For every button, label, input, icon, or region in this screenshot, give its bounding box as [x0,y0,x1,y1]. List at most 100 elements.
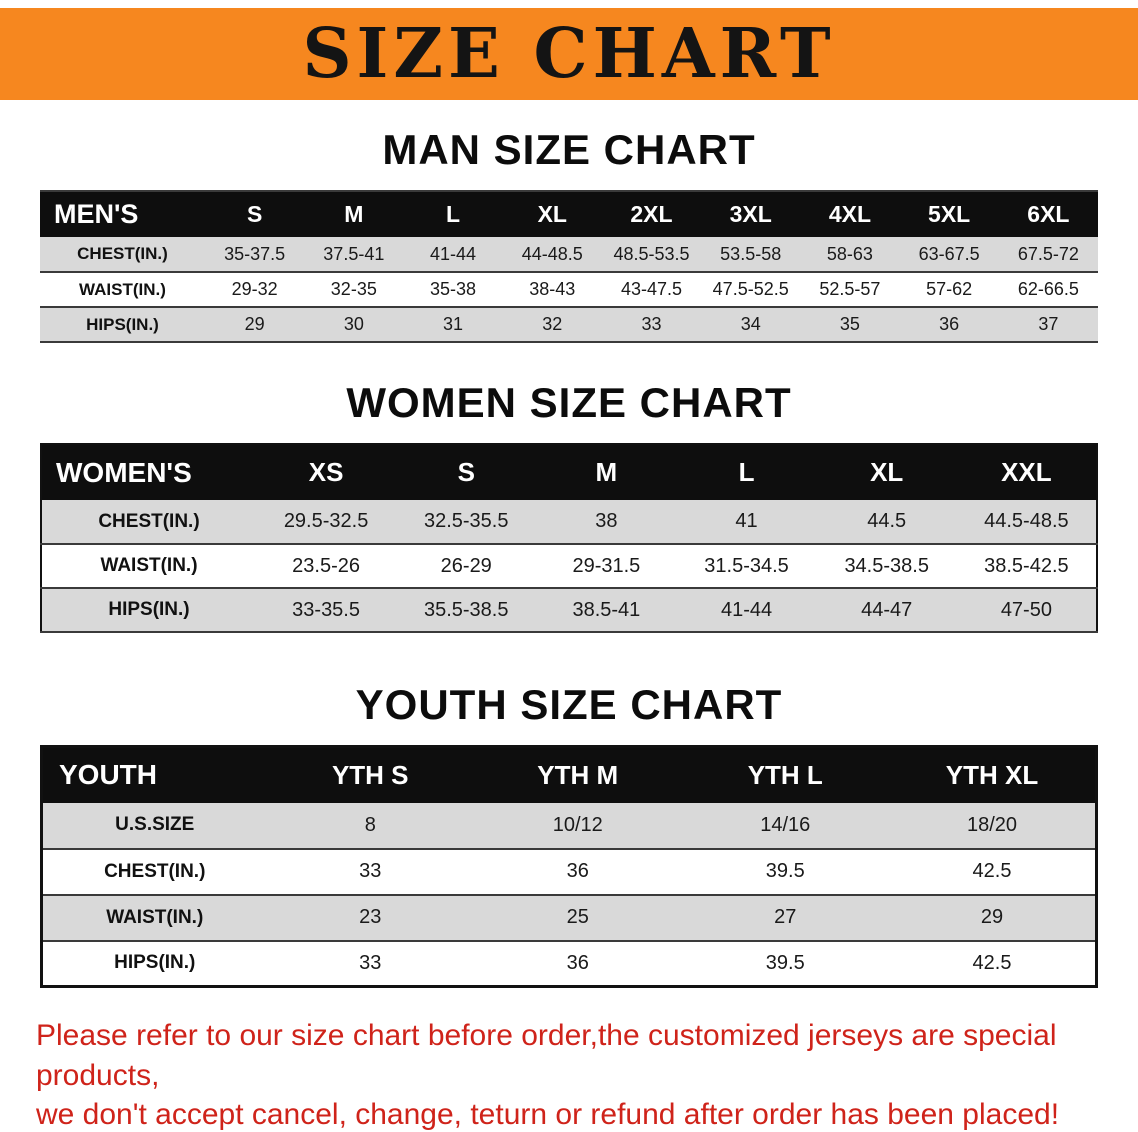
table-row: CHEST(IN.) 33 36 39.5 42.5 [41,848,1097,895]
table-row: U.S.SIZE 8 10/12 14/16 18/20 [41,802,1097,849]
value-cell: 57-62 [926,279,973,299]
column-header-cell: XL [502,191,602,237]
value-cell: 44-48.5 [521,243,583,264]
value-cell: 35-37.5 [224,243,286,264]
value-cell: 41-44 [430,243,477,264]
table-row: CHEST(IN.) 35-37.5 37.5-41 41-44 44-48.5 48.5… [40,237,1098,272]
value-cell: 35.5-38.5 [423,598,509,621]
column-header-cell: XL [816,444,957,500]
value-cell: 35-38 [430,279,477,299]
table-title-cell: MEN'S [40,191,205,237]
row-label-cell: CHEST(IN.) [98,510,200,532]
column-header-cell: YTH S [266,746,474,803]
value-cell: 30 [343,314,364,334]
value-cell: 33-35.5 [292,598,360,621]
value-cell: 29 [980,906,1004,928]
table-header-row: YOUTH YTH S YTH M YTH L YTH XL [41,746,1097,803]
table-header-row: WOMEN'S XS S M L XL XXL [41,444,1097,500]
table-header-row: MEN'S S M L XL 2XL 3XL 4XL 5XL 6XL [40,191,1098,237]
column-header-cell: 3XL [701,191,801,237]
value-cell: 53.5-58 [720,243,782,264]
value-cell: 37 [1038,314,1059,334]
table-title-cell: WOMEN'S [41,444,256,500]
value-cell: 29.5-32.5 [283,510,369,532]
value-cell: 23.5-26 [292,554,360,577]
value-cell: 67.5-72 [1017,243,1079,264]
column-header-cell: YTH XL [889,746,1097,803]
value-cell: 42.5 [972,860,1012,882]
value-cell: 32.5-35.5 [423,510,509,532]
value-cell: 33 [359,951,382,974]
column-header-cell: XXL [956,444,1097,500]
row-label-cell: U.S.SIZE [115,814,195,835]
value-cell: 47.5-52.5 [712,279,789,299]
women-section-heading: WOMEN SIZE CHART [346,379,792,426]
value-cell: 29 [244,314,265,334]
row-label-cell: HIPS(IN.) [114,952,196,974]
row-label-cell: HIPS(IN.) [108,599,190,620]
value-cell: 34.5-38.5 [844,554,929,577]
column-header-cell: XS [256,444,397,500]
value-cell: 32 [542,314,563,334]
value-cell: 52.5-57 [819,279,881,299]
value-cell: 38.5-42.5 [984,554,1069,577]
value-cell: 36 [566,860,589,882]
value-cell: 62-66.5 [1017,279,1079,299]
value-cell: 25 [566,906,589,928]
youth-size-table: YOUTH YTH S YTH M YTH L YTH XL U.S.SIZE 8 10/12… [40,745,1098,988]
table-row: CHEST(IN.) 29.5-32.5 32.5-35.5 38 41 44.5 44.5… [41,500,1097,544]
table-row: WAIST(IN.) 23 25 27 29 [41,894,1097,941]
value-cell: 47-50 [1000,598,1052,621]
value-cell: 32-35 [330,279,377,299]
value-cell: 35 [839,314,860,334]
column-header-cell: 6XL [998,191,1098,237]
value-cell: 48.5-53.5 [613,243,690,264]
column-header-cell: 4XL [800,191,900,237]
women-size-table: WOMEN'S XS S M L XL XXL CHEST(IN.) 29.5-32.5 32.5… [40,443,1098,633]
youth-section: YOUTH SIZE CHART YOUTH YTH S YTH M YTH L YTH… [0,681,1138,988]
men-section-heading: MAN SIZE CHART [382,126,756,173]
table-row: HIPS(IN.) 29 30 31 32 33 34 35 36 37 [40,307,1098,342]
column-header-cell: L [676,444,817,500]
value-cell: 36 [566,951,589,974]
table-row: WAIST(IN.) 23.5-26 26-29 29-31.5 31.5-34.5 34… [41,544,1097,588]
value-cell: 42.5 [972,951,1012,974]
column-header-cell: S [205,191,305,237]
column-header-cell: 5XL [899,191,999,237]
footer-warning: Please refer to our size chart before or… [36,1016,1102,1132]
column-header-cell: M [304,191,404,237]
row-label-cell: CHEST(IN.) [104,860,206,882]
page-title: SIZE CHART [302,14,836,94]
value-cell: 8 [364,813,376,836]
value-cell: 38-43 [529,279,576,299]
value-cell: 14/16 [760,813,811,836]
value-cell: 27 [774,906,797,928]
row-label-cell: WAIST(IN.) [100,555,198,576]
value-cell: 31.5-34.5 [704,554,789,577]
value-cell: 44.5-48.5 [984,510,1069,532]
table-title-cell: YOUTH [41,746,267,803]
value-cell: 39.5 [765,951,805,974]
banner: SIZE CHART [0,8,1138,100]
value-cell: 31 [443,314,464,334]
footer-warning-line2: we don't accept cancel, change, teturn o… [36,1098,1060,1132]
value-cell: 39.5 [765,860,805,882]
column-header-cell: S [396,444,537,500]
column-header-cell: 2XL [601,191,702,237]
table-row: WAIST(IN.) 29-32 32-35 35-38 38-43 43-47.5 47.… [40,272,1098,307]
row-label-cell: HIPS(IN.) [86,314,159,334]
value-cell: 18/20 [966,813,1018,836]
value-cell: 41-44 [720,598,773,621]
row-label-cell: WAIST(IN.) [79,279,166,299]
value-cell: 43-47.5 [620,279,683,299]
footer-warning-line1: Please refer to our size chart before or… [36,1019,1057,1092]
value-cell: 34 [740,314,761,334]
value-cell: 10/12 [552,813,603,836]
value-cell: 26-29 [440,554,492,577]
table-row: HIPS(IN.) 33-35.5 35.5-38.5 38.5-41 41-44 44-… [41,588,1097,632]
value-cell: 63-67.5 [918,243,980,264]
value-cell: 33 [641,314,662,334]
value-cell: 29-32 [231,279,278,299]
value-cell: 41 [735,510,758,532]
